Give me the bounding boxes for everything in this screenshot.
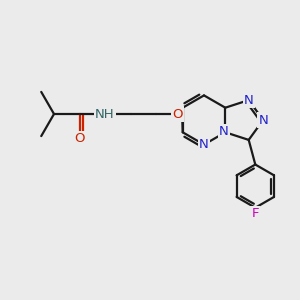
Text: NH: NH	[95, 107, 115, 121]
Text: N: N	[244, 94, 254, 106]
Text: N: N	[219, 125, 229, 138]
Text: N: N	[199, 138, 209, 151]
Text: N: N	[258, 113, 268, 127]
Text: F: F	[252, 207, 259, 220]
Text: O: O	[172, 107, 183, 121]
Text: O: O	[74, 132, 85, 145]
